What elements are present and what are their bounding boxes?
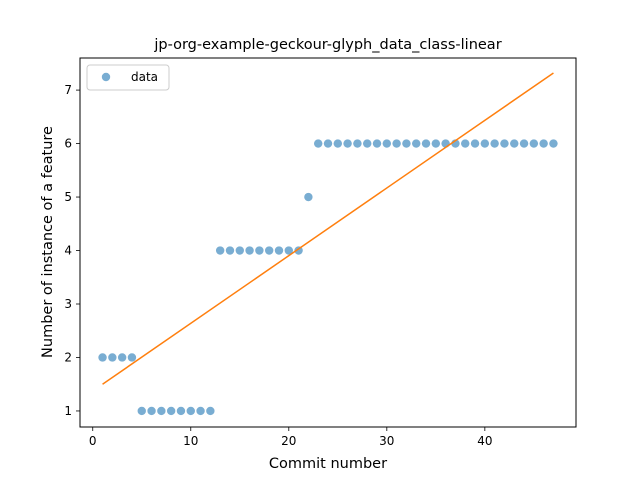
x-tick-label: 10 bbox=[183, 434, 198, 448]
data-point bbox=[363, 139, 372, 148]
data-point bbox=[412, 139, 421, 148]
legend-marker-data bbox=[101, 72, 111, 82]
data-point bbox=[166, 406, 176, 416]
data-point bbox=[500, 139, 509, 148]
plot-frame bbox=[79, 57, 577, 428]
data-point bbox=[353, 139, 362, 148]
data-point bbox=[549, 139, 558, 148]
data-point bbox=[147, 406, 156, 416]
y-tick-label: 3 bbox=[64, 297, 72, 311]
y-tick-label: 6 bbox=[64, 137, 72, 151]
data-point bbox=[186, 406, 195, 416]
data-point bbox=[392, 139, 401, 148]
x-tick-label: 40 bbox=[477, 434, 492, 448]
legend: data bbox=[86, 64, 170, 91]
data-point bbox=[461, 139, 470, 148]
legend-label-data: data bbox=[131, 70, 158, 84]
data-point bbox=[157, 406, 166, 416]
data-point bbox=[196, 406, 205, 416]
fit-line bbox=[102, 72, 554, 385]
data-point bbox=[117, 353, 127, 362]
data-point bbox=[402, 139, 411, 148]
data-point bbox=[98, 353, 107, 362]
y-axis-label: Number of instance of a feature bbox=[40, 126, 56, 358]
data-point bbox=[480, 139, 490, 148]
y-tick-label: 7 bbox=[64, 83, 72, 97]
chart-title: jp-org-example-geckour-glyph_data_class-… bbox=[153, 37, 501, 53]
data-point bbox=[206, 406, 215, 416]
data-point bbox=[215, 246, 225, 255]
data-point bbox=[539, 139, 548, 148]
data-point bbox=[372, 139, 382, 148]
y-tick-label: 4 bbox=[64, 244, 72, 258]
data-point bbox=[294, 246, 303, 255]
data-point bbox=[245, 246, 254, 255]
y-axis-ticks: 1 2 3 4 5 6 7 bbox=[64, 83, 80, 418]
x-tick-label: 30 bbox=[379, 434, 394, 448]
data-point bbox=[470, 139, 480, 148]
y-tick-label: 5 bbox=[64, 190, 72, 204]
data-point bbox=[274, 246, 284, 255]
data-point bbox=[284, 246, 293, 255]
plot-layer bbox=[98, 72, 558, 416]
data-point bbox=[264, 246, 274, 255]
data-point bbox=[529, 139, 539, 148]
data-point bbox=[382, 139, 392, 148]
legend-box bbox=[86, 64, 170, 91]
data-point bbox=[225, 246, 235, 255]
data-point bbox=[235, 246, 244, 255]
data-point bbox=[519, 139, 529, 148]
data-point bbox=[421, 139, 431, 148]
x-tick-label: 0 bbox=[89, 434, 97, 448]
data-point bbox=[343, 139, 352, 148]
y-tick-label: 2 bbox=[64, 350, 72, 364]
x-axis-label: Commit number bbox=[269, 456, 387, 472]
x-axis-ticks: 0 10 20 30 40 bbox=[89, 427, 492, 448]
data-point bbox=[431, 139, 441, 148]
data-point bbox=[137, 406, 146, 416]
y-tick-label: 1 bbox=[64, 404, 72, 418]
plot-background bbox=[80, 58, 576, 427]
data-point bbox=[490, 139, 499, 148]
data-point bbox=[510, 139, 519, 148]
data-point bbox=[255, 246, 264, 255]
data-point bbox=[108, 353, 117, 362]
data-point bbox=[323, 139, 333, 148]
data-point bbox=[127, 353, 137, 362]
data-point bbox=[176, 406, 186, 416]
data-point bbox=[333, 139, 342, 148]
data-point bbox=[314, 139, 323, 148]
x-tick-label: 20 bbox=[281, 434, 296, 448]
data-point bbox=[304, 192, 313, 202]
